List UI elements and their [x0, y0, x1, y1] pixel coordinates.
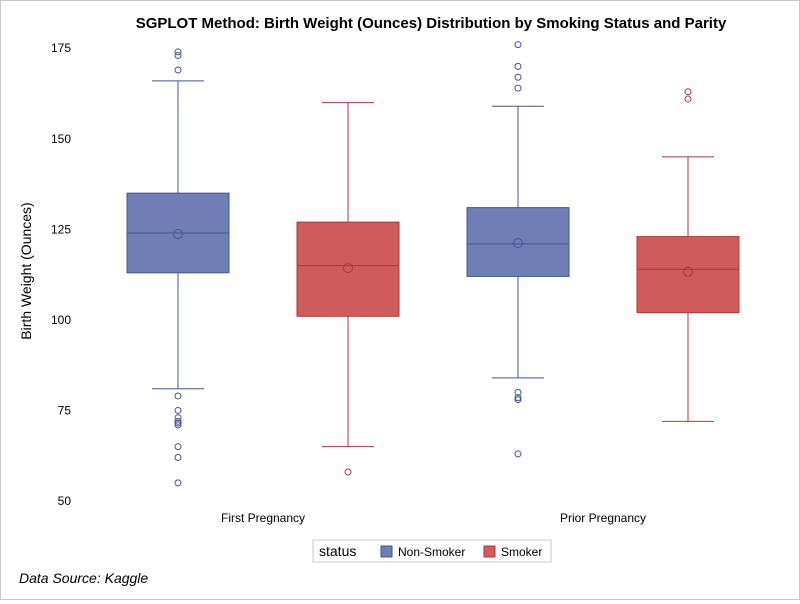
outlier-point-non-smoker: [514, 450, 522, 458]
outlier-point-non-smoker: [174, 51, 182, 59]
y-tick-label: 150: [51, 132, 71, 146]
footnote: Data Source: Kaggle: [19, 570, 148, 586]
outlier-point-non-smoker: [174, 417, 182, 425]
x-tick-label: First Pregnancy: [221, 511, 305, 525]
x-axis-ticks: First Pregnancy Prior Pregnancy: [221, 511, 646, 525]
outlier-point-non-smoker: [174, 443, 182, 451]
box-smoker: [296, 221, 400, 317]
legend-label-non-smoker: Non-Smoker: [398, 545, 465, 559]
outlier-point-non-smoker: [514, 41, 522, 49]
outlier-point-non-smoker: [174, 406, 182, 414]
chart-title: SGPLOT Method: Birth Weight (Ounces) Dis…: [136, 15, 727, 32]
outlier-point-non-smoker: [514, 388, 522, 396]
outlier-point-non-smoker: [174, 454, 182, 462]
y-tick-label: 175: [51, 41, 71, 55]
outlier-point-non-smoker: [514, 62, 522, 70]
y-axis-ticks: 50 75 100 125 150 175: [51, 41, 71, 508]
outlier-point-non-smoker: [174, 421, 182, 429]
mean-marker-non-smoker: [173, 229, 183, 240]
box-smoker: [636, 236, 740, 314]
y-tick-label: 50: [58, 494, 72, 508]
outlier-point-non-smoker: [174, 419, 182, 427]
box-non-smoker: [466, 207, 570, 277]
mean-marker-non-smoker: [513, 238, 523, 249]
outlier-point-non-smoker: [174, 48, 182, 56]
outlier-point-non-smoker: [514, 396, 522, 404]
legend-swatch-non-smoker: [380, 545, 393, 558]
outlier-point-non-smoker: [514, 394, 522, 402]
outlier-point-smoker: [344, 468, 352, 476]
outlier-point-non-smoker: [514, 73, 522, 81]
legend: status Non-Smoker Smoker: [312, 539, 552, 563]
legend-swatch-smoker: [483, 545, 496, 558]
outlier-point-non-smoker: [174, 414, 182, 422]
legend-label-smoker: Smoker: [501, 545, 542, 559]
x-tick-label: Prior Pregnancy: [560, 511, 646, 525]
outlier-point-non-smoker: [174, 392, 182, 400]
y-tick-label: 125: [51, 222, 71, 236]
outlier-point-smoker: [684, 88, 692, 96]
outlier-point-non-smoker: [174, 479, 182, 487]
y-tick-label: 100: [51, 313, 71, 327]
outlier-point-non-smoker: [514, 84, 522, 92]
mean-marker-smoker: [683, 266, 693, 277]
legend-title: status: [319, 543, 356, 559]
y-tick-label: 75: [58, 403, 72, 417]
mean-marker-smoker: [343, 263, 353, 274]
outlier-point-non-smoker: [174, 66, 182, 74]
y-axis-label: Birth Weight (Ounces): [18, 202, 34, 339]
outlier-point-smoker: [684, 95, 692, 103]
box-series: [126, 41, 740, 487]
